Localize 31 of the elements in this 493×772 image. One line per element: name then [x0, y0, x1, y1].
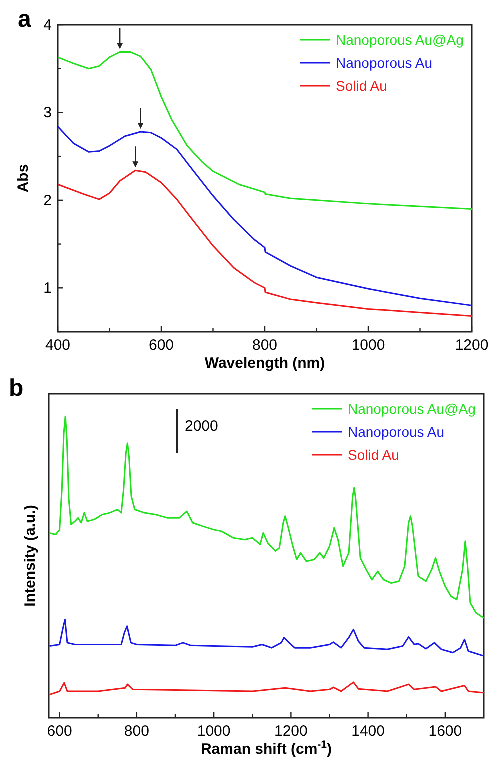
x-tick-label: 1600 [428, 723, 462, 740]
y-tick-label: 1 [44, 280, 52, 298]
chart-title: b [9, 375, 24, 402]
legend-label: Nanoporous Au@Ag [348, 401, 476, 417]
annotation: 2000 [185, 418, 218, 435]
legend-label: Nanoporous Au@Ag [336, 32, 464, 48]
y-tick-label: 3 [44, 104, 52, 122]
y-tick-label: 4 [44, 17, 52, 34]
chart-title: a [18, 6, 32, 33]
x-tick-label: 1200 [455, 337, 489, 354]
x-tick-label: 800 [252, 337, 278, 354]
x-tick-label: 1000 [352, 337, 386, 354]
legend-label: Solid Au [348, 447, 400, 463]
x-tick-label: 1200 [274, 723, 308, 740]
x-tick-label: 800 [124, 723, 150, 740]
line-series [57, 51, 473, 210]
x-tick-label: 1400 [352, 723, 385, 740]
x-tick-label: 400 [45, 337, 71, 354]
line-series [57, 126, 473, 306]
x-axis-title: Raman shift (cm$^{-1}$) [200, 739, 332, 758]
line-series [57, 170, 473, 317]
x-axis-title: Wavelength (nm) [204, 355, 326, 372]
y-tick-label: 2 [44, 192, 52, 210]
y-axis-title: Intensity (a.u.) [22, 505, 39, 607]
x-tick-label: 1000 [197, 723, 231, 740]
x-tick-label: 600 [148, 337, 174, 354]
legend-label: Solid Au [336, 78, 388, 94]
legend-label: Nanoporous Au [336, 55, 433, 71]
x-tick-label: 600 [47, 723, 72, 740]
y-axis-title: Abs [15, 164, 32, 193]
legend-label: Nanoporous Au [348, 424, 445, 440]
